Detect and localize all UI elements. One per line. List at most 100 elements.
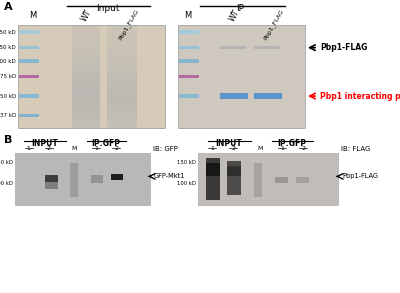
Bar	[72, 119, 100, 120]
Bar	[107, 110, 137, 111]
Bar	[72, 107, 100, 108]
Bar	[72, 85, 100, 86]
Text: B: B	[4, 135, 12, 145]
Bar	[72, 95, 100, 96]
Bar	[107, 73, 137, 74]
Bar	[107, 108, 137, 109]
Bar	[254, 163, 262, 197]
Bar	[72, 60, 100, 61]
Text: 250 kD: 250 kD	[0, 30, 16, 35]
Bar	[72, 71, 100, 72]
Bar	[72, 106, 100, 107]
Bar	[72, 89, 100, 90]
Bar	[179, 59, 199, 63]
Bar	[107, 49, 137, 50]
Bar	[72, 103, 100, 104]
Bar	[107, 105, 137, 106]
Bar	[19, 94, 39, 98]
Text: 1: 1	[280, 146, 284, 151]
Bar	[107, 54, 137, 55]
Text: 150 kD: 150 kD	[177, 160, 196, 165]
Bar	[72, 68, 100, 69]
Text: 2: 2	[231, 146, 235, 151]
Bar	[72, 104, 100, 105]
Text: 1: 1	[94, 146, 98, 151]
Bar	[72, 42, 100, 43]
Bar	[72, 32, 100, 33]
Text: 2: 2	[47, 146, 51, 151]
Bar	[107, 71, 137, 72]
Bar	[72, 28, 100, 29]
Bar	[178, 25, 305, 128]
Bar	[107, 118, 137, 119]
Bar	[227, 161, 242, 195]
Text: IB: FLAG: IB: FLAG	[341, 146, 370, 152]
Bar	[107, 45, 137, 46]
Text: 37 kD: 37 kD	[0, 113, 16, 118]
Bar	[72, 27, 100, 28]
Bar	[45, 175, 58, 182]
Bar	[107, 106, 137, 107]
Bar	[72, 67, 100, 68]
Bar	[254, 93, 282, 99]
Bar	[72, 102, 100, 103]
Text: INPUT: INPUT	[31, 139, 58, 148]
Bar	[72, 61, 100, 62]
Bar	[72, 88, 100, 89]
Bar	[107, 124, 137, 125]
Bar	[72, 63, 100, 64]
Text: 2: 2	[114, 146, 118, 151]
Bar	[72, 112, 100, 113]
Bar	[72, 35, 100, 36]
Bar	[107, 104, 137, 105]
Bar	[227, 166, 242, 176]
Bar	[107, 31, 137, 32]
Bar	[72, 80, 100, 81]
Bar	[72, 58, 100, 59]
Bar	[72, 65, 100, 66]
Bar	[107, 113, 137, 114]
Bar	[72, 29, 100, 30]
Bar	[107, 83, 137, 84]
Bar	[220, 46, 246, 49]
Bar	[179, 46, 199, 50]
Bar	[107, 50, 137, 51]
Bar	[107, 70, 137, 71]
Bar	[72, 99, 100, 100]
Text: 1: 1	[26, 146, 30, 151]
Bar	[72, 55, 100, 56]
Bar	[72, 92, 100, 93]
Bar	[72, 31, 100, 32]
Bar	[107, 44, 137, 45]
Bar	[107, 39, 137, 40]
Bar	[72, 34, 100, 35]
Bar	[107, 97, 137, 98]
Bar	[72, 64, 100, 65]
Bar	[107, 98, 137, 99]
Bar	[107, 61, 137, 62]
Bar	[107, 112, 137, 113]
Bar	[72, 46, 100, 47]
Bar	[72, 108, 100, 109]
Bar	[72, 115, 100, 116]
Bar	[72, 93, 100, 94]
Bar	[198, 153, 338, 205]
Bar	[72, 38, 100, 39]
Bar	[107, 52, 137, 53]
Bar	[72, 70, 100, 71]
Bar	[72, 73, 100, 74]
Text: 100 kD: 100 kD	[177, 181, 196, 186]
Bar	[107, 94, 137, 95]
Bar	[91, 175, 103, 183]
Text: 150 kD: 150 kD	[0, 45, 16, 50]
Bar	[107, 84, 137, 85]
Bar	[72, 39, 100, 40]
Text: Pbp1_FLAG: Pbp1_FLAG	[117, 8, 139, 41]
Bar	[72, 116, 100, 117]
Text: IP: IP	[236, 4, 244, 13]
Bar	[179, 94, 199, 98]
Bar	[107, 79, 137, 80]
Bar	[72, 109, 100, 110]
Bar	[72, 96, 100, 97]
Bar	[19, 59, 39, 63]
